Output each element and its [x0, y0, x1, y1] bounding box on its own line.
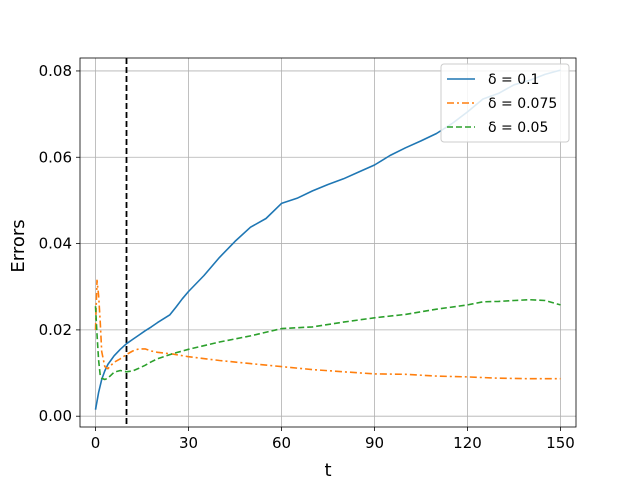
legend-label: δ = 0.075 — [488, 96, 557, 112]
legend-box — [440, 63, 570, 143]
x-tick-label: 150 — [546, 434, 575, 452]
legend: δ = 0.1 δ = 0.075 δ = 0.05 — [440, 63, 570, 143]
x-tick-label: 120 — [453, 434, 482, 452]
y-tick-label: 0.02 — [39, 321, 72, 339]
x-tick-label: 0 — [91, 434, 101, 452]
axes — [76, 57, 577, 431]
y-axis-label: Errors — [8, 219, 29, 272]
x-tick-label: 60 — [272, 434, 291, 452]
tick-labels: 0 30 60 90 120 150 0.00 0.02 0.04 0.06 0.08 — [39, 62, 575, 452]
series-line-3 — [94, 298, 561, 381]
series-line-2 — [94, 279, 561, 380]
x-tick-label: 90 — [365, 434, 384, 452]
legend-label: δ = 0.1 — [488, 72, 539, 88]
legend-label: δ = 0.05 — [488, 120, 548, 136]
x-tick-label: 30 — [179, 434, 198, 452]
y-tick-label: 0.08 — [39, 62, 72, 80]
y-tick-label: 0.06 — [39, 148, 72, 166]
plot-frame — [79, 57, 577, 428]
y-tick-label: 0.00 — [39, 407, 72, 425]
y-tick-label: 0.04 — [39, 235, 72, 253]
x-axis-label: t — [324, 460, 331, 480]
